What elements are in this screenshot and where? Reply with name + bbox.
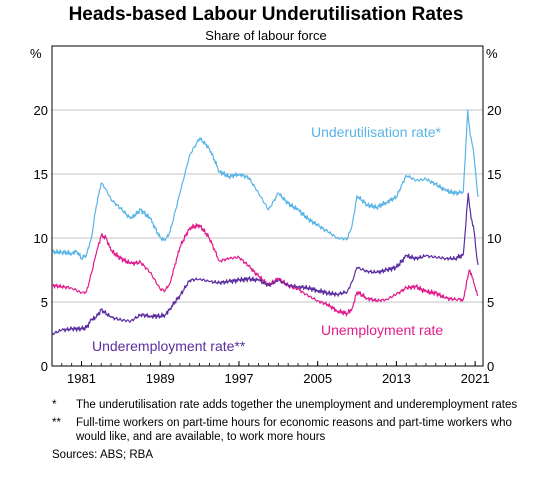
y-axis-unit-right: % [486,46,498,61]
y-tick-label-right: 0 [487,359,494,374]
x-tick-label: 2021 [461,371,490,386]
series-line-underutilisation-rate [51,109,479,261]
chart-subtitle: Share of labour force [205,28,326,43]
x-tick-label: 1997 [225,371,254,386]
x-tick-labels: 1981 1989 1997 2005 2013 2021 [51,361,490,386]
x-tick-label: 2005 [303,371,332,386]
y-tick-label-left: 0 [41,359,48,374]
footnote: ** Full-time workers on part-time hours … [52,416,522,445]
series-line-underemployment-rate [51,192,479,336]
footnote-mark: * [52,399,57,411]
y-tick-labels: 0 0 5 5 10 10 15 15 20 20 [34,103,502,374]
sources-line: Sources: ABS; RBA [52,448,153,461]
series-line-unemployment-rate [51,223,479,317]
y-tick-label-left: 20 [34,103,48,118]
y-tick-label-left: 10 [34,231,48,246]
y-axis-unit-left: % [30,46,42,61]
chart-canvas: Heads-based Labour Underutilisation Rate… [30,4,502,386]
footnotes: * The underutilisation rate adds togethe… [52,398,522,462]
annotation-underutilisation: Underutilisation rate* [311,124,442,140]
y-tick-label-right: 15 [487,167,501,182]
gridlines [52,109,483,303]
y-tick-label-left: 15 [34,167,48,182]
y-tick-label-right: 10 [487,231,501,246]
x-tick-label: 1989 [146,371,175,386]
annotation-underemployment: Underemployment rate** [92,338,246,354]
footnote-text: The underutilisation rate adds together … [76,399,518,411]
plot-frame [51,45,484,367]
x-tick-label: 2013 [382,371,411,386]
y-tick-label-left: 5 [41,295,48,310]
x-tick-label: 1981 [67,371,96,386]
series-lines [51,109,479,336]
annotation-unemployment: Unemployment rate [321,322,443,338]
footnote-text: Full-time workers on part-time hours for… [76,416,512,444]
y-tick-label-right: 5 [487,295,494,310]
footnote-mark: ** [52,416,61,429]
footnote: * The underutilisation rate adds togethe… [52,398,522,413]
y-tick-label-right: 20 [487,103,501,118]
chart-title: Heads-based Labour Underutilisation Rate… [69,4,464,25]
